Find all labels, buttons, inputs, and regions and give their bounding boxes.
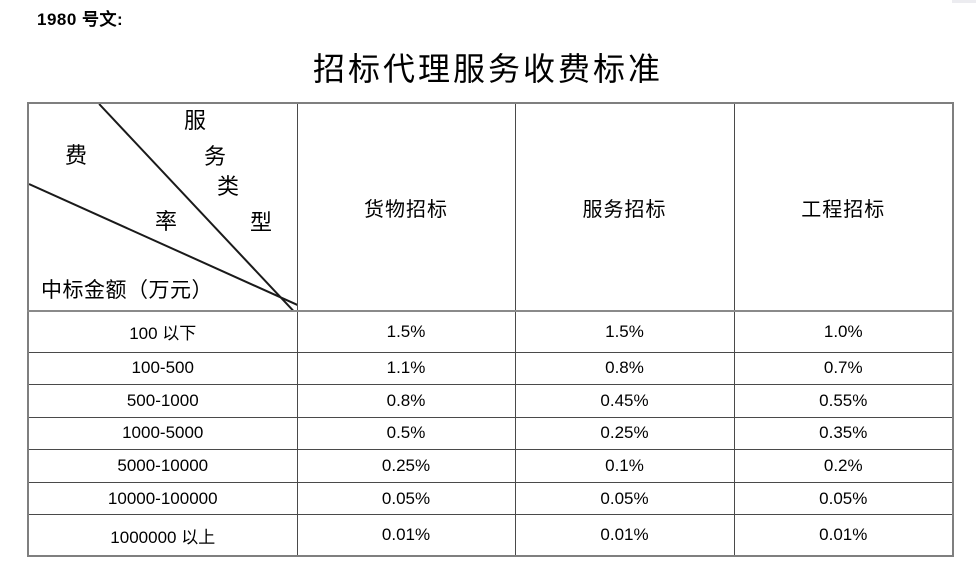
table-row: 100-500 1.1% 0.8% 0.7% bbox=[27, 351, 954, 386]
rate-cell: 1.5% bbox=[296, 310, 516, 353]
fee-standard-table: 费 服 务 类 率 型 中标金额（万元） 货物招标 服务招标 工程招标 100 … bbox=[27, 102, 954, 557]
amount-range-cell: 100 以下 bbox=[27, 310, 298, 353]
amount-range-cell: 10000-100000 bbox=[27, 481, 298, 516]
rate-cell: 0.1% bbox=[514, 449, 735, 483]
rate-cell: 0.35% bbox=[733, 416, 954, 451]
rate-cell: 0.01% bbox=[514, 514, 735, 557]
table-header-row: 费 服 务 类 率 型 中标金额（万元） 货物招标 服务招标 工程招标 bbox=[27, 102, 954, 312]
rate-cell: 0.05% bbox=[514, 481, 735, 516]
table-row: 1000000 以上 0.01% 0.01% 0.01% bbox=[27, 514, 954, 557]
corner-label-rate: 率 bbox=[155, 209, 178, 234]
table-row: 100 以下 1.5% 1.5% 1.0% bbox=[27, 310, 954, 353]
rate-cell: 0.25% bbox=[296, 449, 516, 483]
amount-range-cell: 1000-5000 bbox=[27, 416, 298, 451]
rate-cell: 1.0% bbox=[733, 310, 954, 353]
rate-cell: 0.55% bbox=[733, 384, 954, 418]
rate-cell: 0.7% bbox=[733, 351, 954, 386]
rate-cell: 0.01% bbox=[296, 514, 516, 557]
amount-range-cell: 100-500 bbox=[27, 351, 298, 386]
amount-range-cell: 500-1000 bbox=[27, 384, 298, 418]
column-header-service: 服务招标 bbox=[514, 102, 735, 312]
rate-cell: 0.01% bbox=[733, 514, 954, 557]
rate-cell: 0.8% bbox=[296, 384, 516, 418]
page-title: 招标代理服务收费标准 bbox=[312, 51, 663, 87]
amount-range-cell: 1000000 以上 bbox=[27, 514, 298, 557]
document-ref-label: 1980 号文: bbox=[37, 10, 124, 29]
corner-label-fee: 费 bbox=[65, 143, 88, 168]
table-row: 1000-5000 0.5% 0.25% 0.35% bbox=[27, 416, 954, 451]
rate-cell: 1.5% bbox=[514, 310, 735, 353]
rate-cell: 0.05% bbox=[296, 481, 516, 516]
rate-cell: 0.2% bbox=[733, 449, 954, 483]
rate-cell: 0.05% bbox=[733, 481, 954, 516]
corner-label-service-char1: 服 bbox=[184, 108, 207, 133]
rate-cell: 1.1% bbox=[296, 351, 516, 386]
column-header-goods: 货物招标 bbox=[296, 102, 516, 312]
screen-edge-artifact bbox=[952, 0, 976, 3]
corner-label-service-char2: 务 bbox=[204, 144, 227, 169]
rate-cell: 0.8% bbox=[514, 351, 735, 386]
rate-cell: 0.5% bbox=[296, 416, 516, 451]
table-row: 500-1000 0.8% 0.45% 0.55% bbox=[27, 384, 954, 418]
table-row: 10000-100000 0.05% 0.05% 0.05% bbox=[27, 481, 954, 516]
corner-label-service-char4: 型 bbox=[250, 210, 273, 235]
rate-cell: 0.45% bbox=[514, 384, 735, 418]
corner-label-amount-axis: 中标金额（万元） bbox=[41, 278, 213, 302]
diagonal-divider-lines bbox=[29, 104, 296, 309]
table-row: 5000-10000 0.25% 0.1% 0.2% bbox=[27, 449, 954, 483]
rate-cell: 0.25% bbox=[514, 416, 735, 451]
amount-range-cell: 5000-10000 bbox=[27, 449, 298, 483]
column-header-engineering: 工程招标 bbox=[733, 102, 954, 312]
diagonal-header-cell: 费 服 务 类 率 型 中标金额（万元） bbox=[27, 102, 298, 312]
corner-label-service-char3: 类 bbox=[217, 174, 240, 199]
